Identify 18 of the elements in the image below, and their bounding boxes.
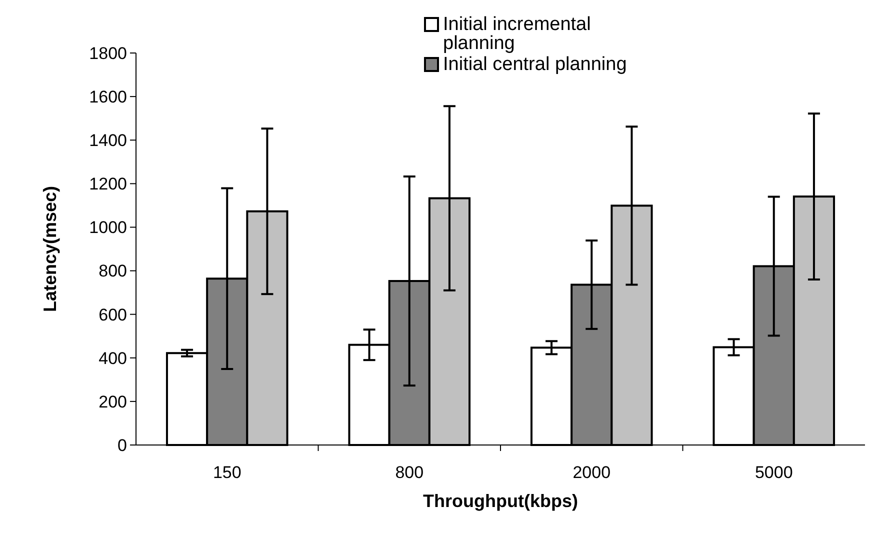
x-tick-label: 800	[395, 463, 424, 482]
x-axis-title: Throughput(kbps)	[423, 491, 578, 511]
legend-label: Initial central planning	[443, 54, 627, 75]
x-tick-label: 5000	[754, 463, 793, 482]
y-tick-label: 1200	[89, 174, 127, 194]
y-tick-label: 1400	[89, 131, 127, 150]
y-axis-title: Latency(msec)	[40, 186, 60, 312]
y-tick-label: 600	[98, 305, 127, 324]
y-tick-label: 200	[98, 392, 127, 412]
x-tick-label: 150	[212, 463, 242, 482]
y-tick-label: 1000	[89, 218, 127, 238]
x-tick-label: 2000	[572, 463, 611, 482]
y-tick-label: 800	[98, 262, 127, 281]
y-tick-label: 1600	[89, 88, 127, 107]
y-tick-label: 1800	[89, 44, 127, 63]
legend-label: Initial incremental planning	[443, 14, 591, 54]
y-tick-label: 400	[98, 348, 127, 368]
y-tick-label: 0	[118, 436, 127, 455]
